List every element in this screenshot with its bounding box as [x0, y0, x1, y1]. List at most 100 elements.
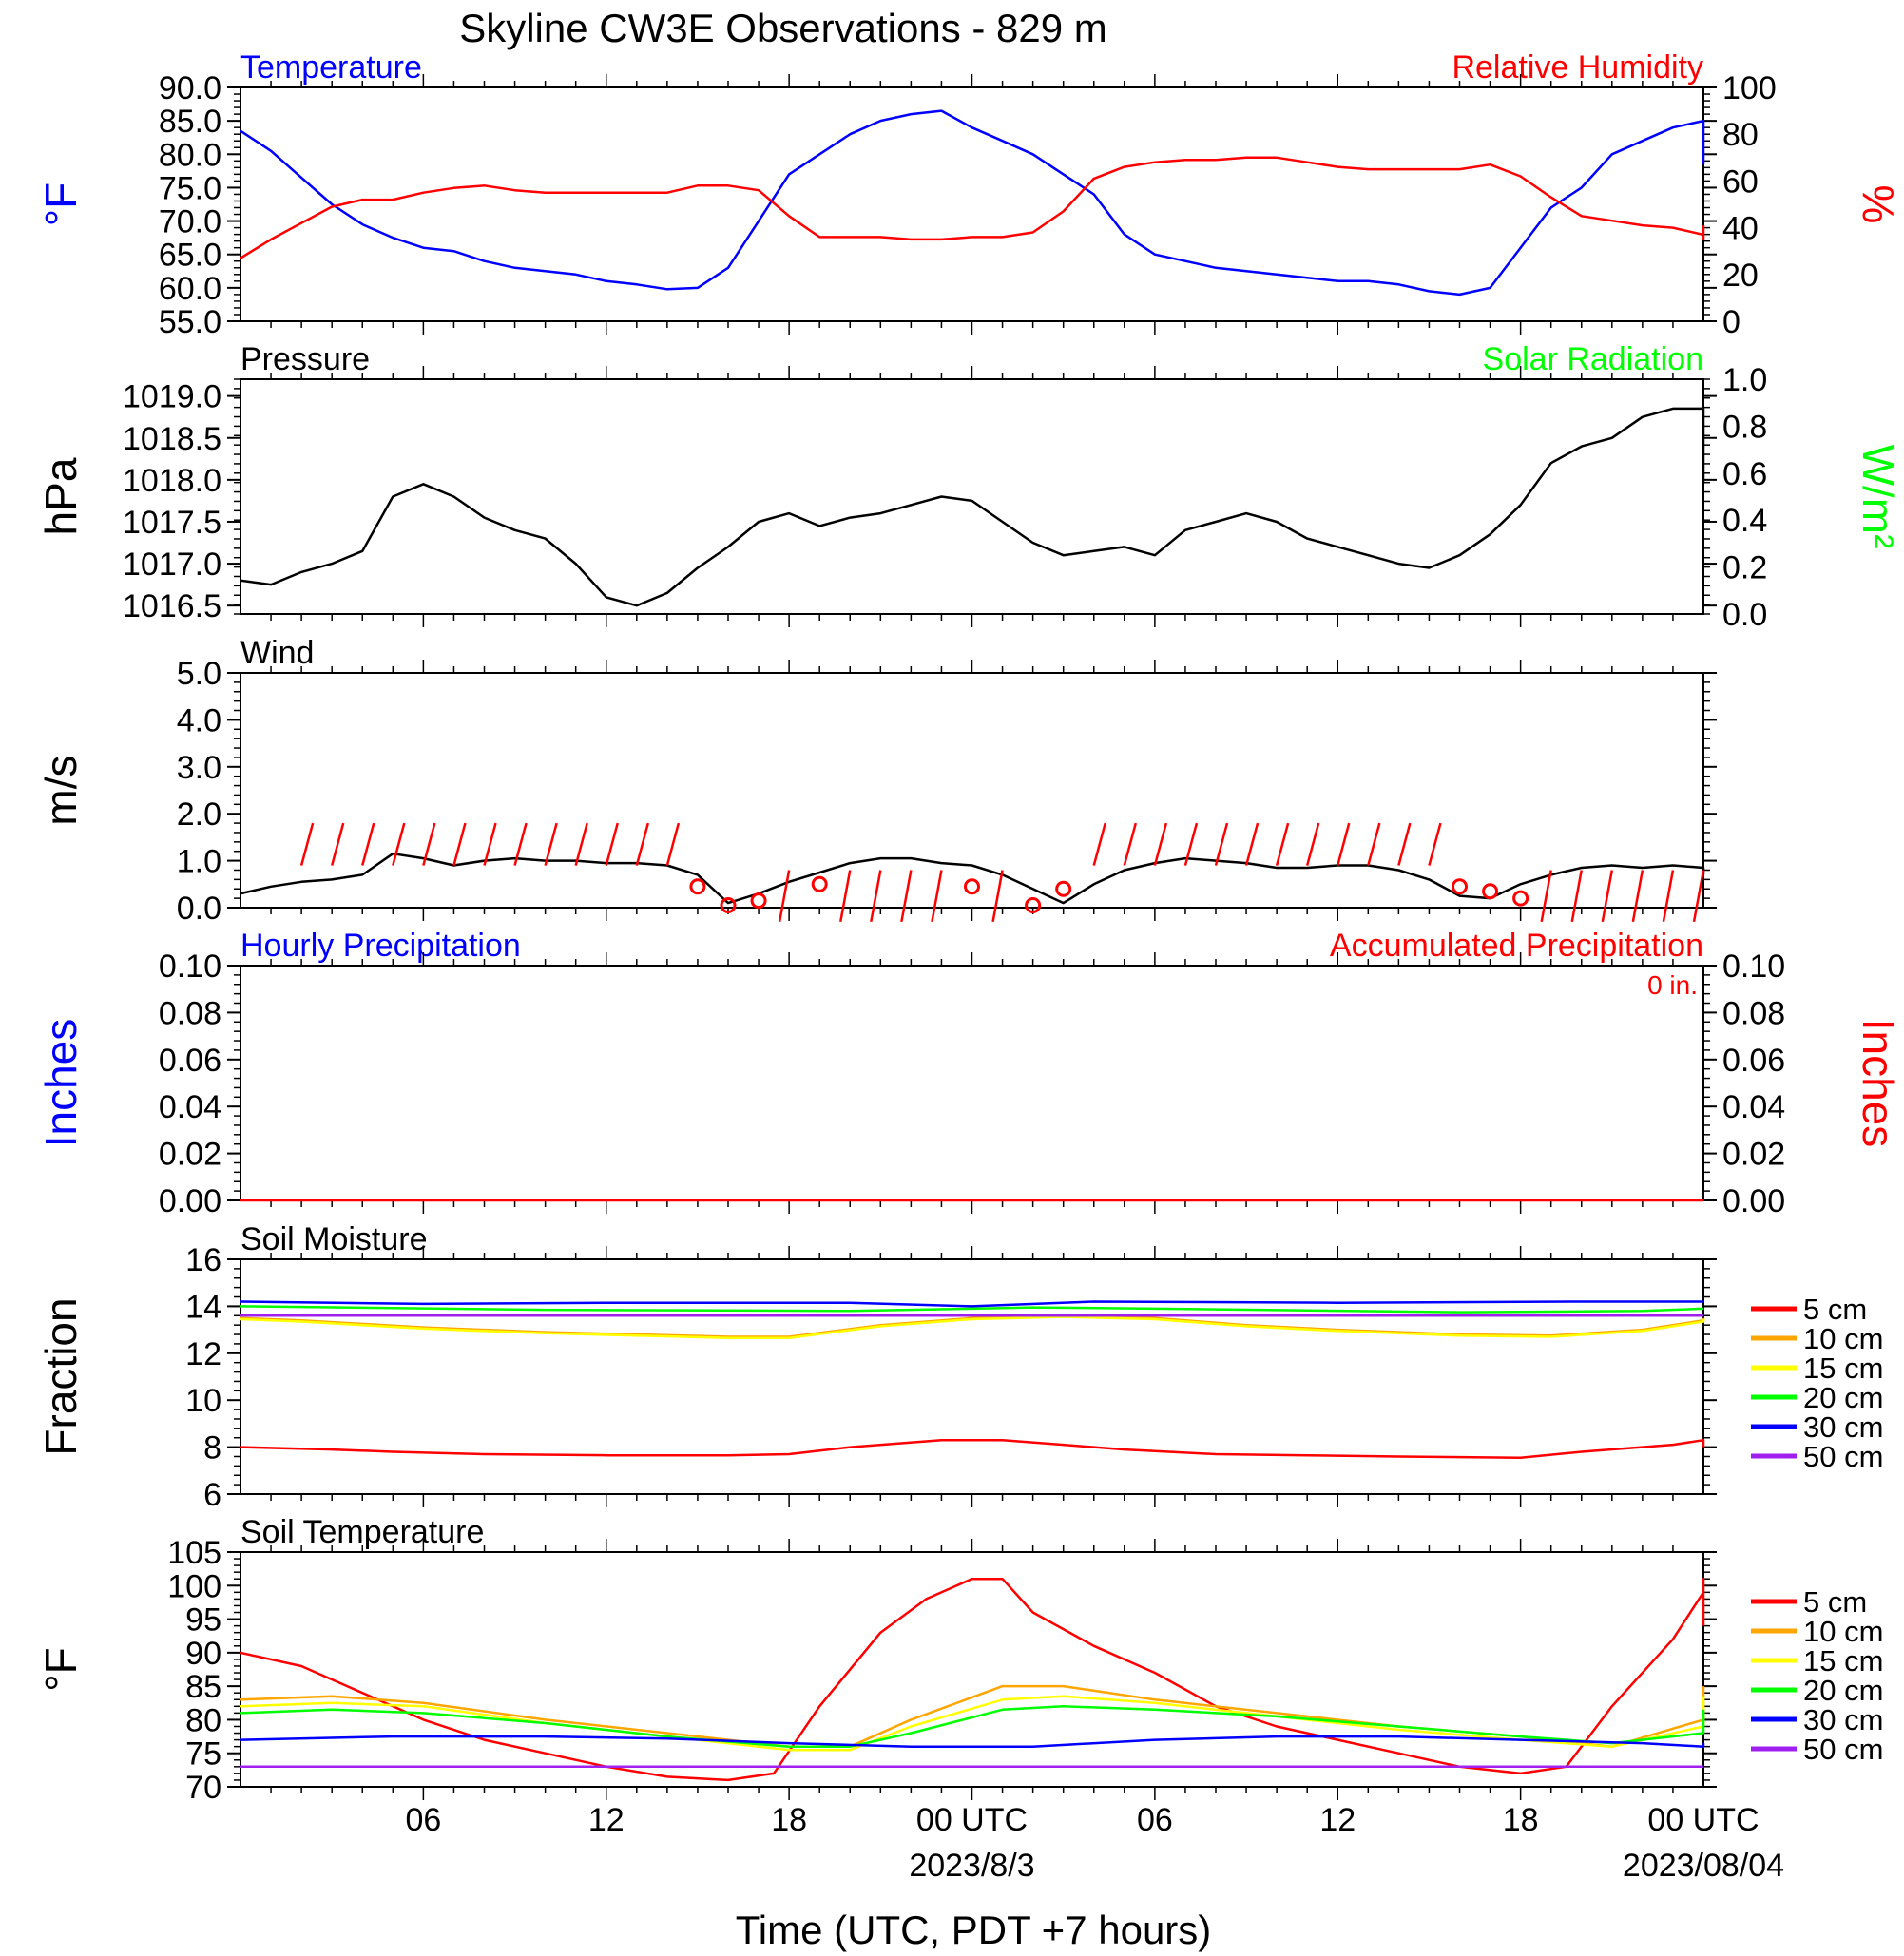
wind-calm-marker: [1482, 883, 1499, 900]
x-tick-label: 00 UTC: [1647, 1802, 1759, 1838]
legend-label: 15 cm: [1803, 1644, 1883, 1678]
panel-frame: [240, 1258, 1704, 1495]
series-line-20-cm: [240, 1705, 1705, 1748]
y-tick-label-left: 3.0: [177, 750, 221, 786]
y-tick-label-left: 80: [185, 1702, 221, 1738]
x-date-label: 2023/08/04: [1623, 1848, 1784, 1884]
y-tick-label-left: 75.0: [159, 170, 221, 206]
panel-title-left: Hourly Precipitation: [240, 928, 521, 964]
wind-barb: [635, 822, 650, 866]
y-tick-label-right: 0.4: [1722, 503, 1767, 539]
panel-frame: [240, 672, 1704, 909]
wind-barb: [1540, 870, 1552, 923]
panel-4: Soil Moisture 16 14 12 10 8 6 Fraction: [36, 1221, 1717, 1513]
y-tick-label-right: 0.2: [1722, 550, 1767, 586]
wind-calm-marker: [689, 878, 706, 895]
chart-title: Skyline CW3E Observations - 829 m: [459, 6, 1107, 50]
wind-barb: [839, 870, 852, 923]
legend-label: 5 cm: [1803, 1293, 1867, 1326]
wind-calm-marker: [750, 892, 767, 910]
x-tick-label: 06: [405, 1802, 441, 1838]
y-tick-label-left: 0.02: [159, 1137, 221, 1173]
panel-title-right: Accumulated Precipitation: [1330, 928, 1703, 964]
y-tick-label-right: 0.08: [1722, 995, 1785, 1031]
wind-barb: [1337, 822, 1351, 866]
y-tick-label-left: 100: [167, 1568, 221, 1604]
wind-barb: [1275, 822, 1290, 866]
x-tick-label: 18: [771, 1802, 807, 1838]
panel-3: Hourly Precipitation Accumulated Precipit…: [36, 928, 1903, 1219]
y-axis-label-left: m/s: [36, 755, 86, 825]
panel-frame: [240, 86, 1704, 322]
y-tick-label-left: 0.08: [159, 995, 221, 1031]
y-axis-label-left: hPa: [36, 457, 86, 535]
panel-title-left: Soil Moisture: [240, 1221, 428, 1257]
y-tick-label-right: 60: [1722, 163, 1759, 200]
panel-title-left: Pressure: [240, 341, 370, 377]
x-axis-label: Time (UTC, PDT +7 hours): [736, 1908, 1212, 1952]
legend-label: 30 cm: [1803, 1410, 1883, 1444]
wind-calm-marker: [811, 875, 828, 892]
wind-barb: [870, 870, 882, 923]
series-line-15-cm: [240, 1315, 1705, 1339]
y-tick-label-left: 1016.5: [123, 588, 221, 624]
y-tick-label-left: 75: [185, 1736, 221, 1773]
wind-barb: [991, 870, 1004, 923]
y-tick-label-left: 16: [185, 1242, 221, 1278]
y-tick-label-left: 65.0: [159, 238, 221, 274]
legend-label: 20 cm: [1803, 1381, 1883, 1414]
wind-barb: [1183, 822, 1199, 866]
wind-calm-marker: [720, 897, 737, 914]
y-tick-label-left: 1018.0: [123, 463, 221, 499]
y-tick-label-right: 0.6: [1722, 456, 1767, 492]
y-axis-label-left: °F: [36, 182, 86, 227]
wind-calm-marker: [1452, 878, 1468, 895]
panel-title-left: Soil Temperature: [240, 1514, 484, 1550]
legend-label: 15 cm: [1803, 1352, 1883, 1385]
y-axis-label-left: Inches: [36, 1019, 86, 1148]
panel-0: Temperature Relative Humidity 90.085.080.0…: [36, 49, 1903, 340]
y-tick-label-left: 85.0: [159, 104, 221, 140]
y-tick-label-left: 90.0: [159, 70, 221, 106]
y-tick-label-left: 12: [185, 1336, 221, 1372]
y-tick-label-left: 1017.5: [123, 505, 221, 541]
wind-barb: [1570, 870, 1583, 923]
y-tick-label-left: 4.0: [177, 702, 221, 738]
wind-calm-marker: [1025, 897, 1042, 914]
y-tick-label-left: 1019.0: [123, 379, 221, 415]
y-tick-label-right: 0.06: [1722, 1043, 1785, 1079]
x-date-label: 2023/8/3: [909, 1848, 1034, 1884]
wind-barb: [1692, 870, 1705, 923]
wind-barb: [1244, 822, 1260, 866]
y-axis-label-right: Inches: [1854, 1019, 1903, 1148]
legend-label: 5 cm: [1803, 1585, 1867, 1619]
wind-calm-marker: [1512, 890, 1529, 907]
series-line-20-cm: [240, 1305, 1704, 1314]
precip-total-annotation: 0 in.: [1647, 970, 1698, 1000]
legend-label: 50 cm: [1803, 1733, 1883, 1766]
wind-barb: [1367, 822, 1381, 866]
wind-barb: [330, 822, 345, 866]
panel-frame: [240, 965, 1704, 1201]
y-tick-label-left: 70: [185, 1770, 221, 1806]
y-tick-label-left: 70.0: [159, 204, 221, 240]
wind-barb: [574, 822, 588, 866]
y-tick-label-right: 100: [1722, 70, 1777, 106]
wind-barb: [1305, 822, 1320, 866]
wind-barb: [1214, 822, 1229, 866]
x-tick-label: 06: [1137, 1802, 1173, 1838]
y-tick-label-left: 90: [185, 1636, 221, 1672]
y-tick-label-left: 0.0: [177, 891, 221, 927]
wind-barb: [483, 822, 497, 866]
y-tick-label-left: 0.04: [159, 1089, 221, 1125]
wind-calm-marker: [1055, 880, 1072, 897]
y-tick-label-left: 8: [203, 1430, 221, 1467]
y-tick-label-left: 55.0: [159, 304, 221, 340]
y-axis-label-right: W/m²: [1854, 445, 1903, 549]
wind-barb: [452, 822, 467, 866]
wind-barb: [544, 822, 558, 866]
y-tick-label-left: 1017.0: [123, 547, 221, 583]
y-tick-label-left: 0.00: [159, 1183, 221, 1219]
